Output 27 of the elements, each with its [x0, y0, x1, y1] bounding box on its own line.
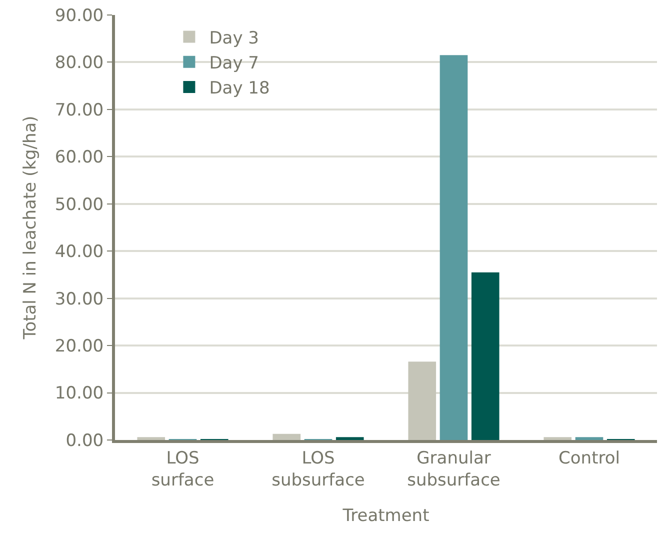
legend-label: Day 3	[209, 28, 259, 48]
y-tick-label: 90.00	[54, 6, 104, 26]
bar	[471, 272, 500, 440]
bar	[408, 362, 436, 440]
bar	[544, 437, 572, 440]
x-tick-label: Control	[558, 448, 620, 468]
y-axis-title: Total N in leachate (kg/ha)	[20, 116, 40, 340]
y-tick-label: 70.00	[54, 100, 104, 120]
bar	[272, 434, 301, 440]
legend-label: Day 18	[209, 78, 270, 99]
bar	[137, 437, 166, 440]
x-tick-label: LOS surface	[151, 448, 214, 490]
legend-label: Day 7	[209, 54, 259, 74]
y-tick-label: 60.00	[54, 148, 104, 168]
x-axis-title: Treatment	[342, 506, 430, 526]
y-tick-label: 80.00	[54, 53, 104, 74]
y-tick-label: 10.00	[54, 384, 104, 404]
x-tick-label: LOS subsurface	[272, 448, 365, 490]
bar	[336, 437, 364, 440]
y-tick-label: 50.00	[54, 194, 104, 215]
x-tick-label: Granular subsurface	[407, 448, 500, 490]
y-tick-label: 0.00	[66, 430, 104, 451]
y-tick-label: 20.00	[54, 336, 104, 357]
y-tick-label: 30.00	[54, 289, 104, 310]
y-tick-label: 40.00	[54, 242, 104, 262]
bar	[575, 437, 604, 440]
bar	[440, 55, 468, 440]
